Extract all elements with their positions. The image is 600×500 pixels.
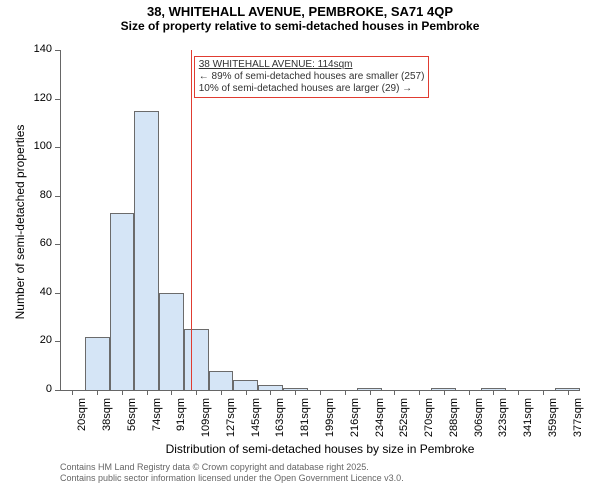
annotation-header: 38 WHITEHALL AVENUE: 114sqm bbox=[199, 59, 425, 71]
title-line-2: Size of property relative to semi-detach… bbox=[0, 19, 600, 33]
x-tick bbox=[345, 390, 346, 395]
y-tick bbox=[55, 293, 60, 294]
x-tick bbox=[147, 390, 148, 395]
x-tick-label: 181sqm bbox=[299, 398, 311, 446]
x-tick-label: 91sqm bbox=[175, 398, 187, 446]
x-tick-label: 234sqm bbox=[374, 398, 386, 446]
x-tick-label: 56sqm bbox=[126, 398, 138, 446]
y-tick-label: 20 bbox=[20, 334, 52, 346]
y-tick-label: 120 bbox=[20, 92, 52, 104]
x-tick bbox=[493, 390, 494, 395]
chart-container: 38, WHITEHALL AVENUE, PEMBROKE, SA71 4QP… bbox=[0, 0, 600, 500]
y-tick bbox=[55, 147, 60, 148]
credit-line-1: Contains HM Land Registry data © Crown c… bbox=[60, 462, 404, 473]
histogram-bar bbox=[184, 329, 209, 390]
x-tick bbox=[444, 390, 445, 395]
x-tick-label: 270sqm bbox=[423, 398, 435, 446]
y-tick bbox=[55, 244, 60, 245]
plot-area: 02040608010012014020sqm38sqm56sqm74sqm91… bbox=[60, 50, 580, 390]
x-tick-label: 74sqm bbox=[151, 398, 163, 446]
title-line-1: 38, WHITEHALL AVENUE, PEMBROKE, SA71 4QP bbox=[0, 0, 600, 19]
x-tick bbox=[394, 390, 395, 395]
y-tick bbox=[55, 196, 60, 197]
y-tick bbox=[55, 390, 60, 391]
histogram-bar bbox=[110, 213, 135, 390]
annotation-box: 38 WHITEHALL AVENUE: 114sqm← 89% of semi… bbox=[194, 56, 430, 98]
x-tick bbox=[543, 390, 544, 395]
x-tick-label: 127sqm bbox=[225, 398, 237, 446]
x-tick-label: 216sqm bbox=[349, 398, 361, 446]
x-tick-label: 38sqm bbox=[101, 398, 113, 446]
x-tick bbox=[568, 390, 569, 395]
x-tick-label: 359sqm bbox=[547, 398, 559, 446]
x-tick-label: 323sqm bbox=[497, 398, 509, 446]
histogram-bar bbox=[159, 293, 184, 390]
x-tick bbox=[196, 390, 197, 395]
x-axis-label: Distribution of semi-detached houses by … bbox=[60, 442, 580, 456]
x-tick-label: 199sqm bbox=[324, 398, 336, 446]
x-tick bbox=[122, 390, 123, 395]
x-tick bbox=[72, 390, 73, 395]
x-tick bbox=[518, 390, 519, 395]
y-tick bbox=[55, 99, 60, 100]
x-tick-label: 145sqm bbox=[250, 398, 262, 446]
x-tick-label: 252sqm bbox=[398, 398, 410, 446]
x-tick-label: 306sqm bbox=[473, 398, 485, 446]
y-tick-label: 140 bbox=[20, 43, 52, 55]
x-tick bbox=[419, 390, 420, 395]
annotation-line: 10% of semi-detached houses are larger (… bbox=[199, 83, 425, 95]
y-axis-label: Number of semi-detached properties bbox=[13, 112, 27, 332]
credits: Contains HM Land Registry data © Crown c… bbox=[60, 462, 404, 484]
histogram-bar bbox=[134, 111, 159, 390]
x-tick bbox=[171, 390, 172, 395]
y-tick bbox=[55, 50, 60, 51]
x-tick-label: 341sqm bbox=[522, 398, 534, 446]
y-axis bbox=[60, 50, 61, 390]
histogram-bar bbox=[85, 337, 110, 390]
y-tick-label: 0 bbox=[20, 383, 52, 395]
x-tick bbox=[370, 390, 371, 395]
x-tick bbox=[469, 390, 470, 395]
x-tick-label: 163sqm bbox=[274, 398, 286, 446]
property-marker-line bbox=[191, 50, 192, 390]
x-tick bbox=[246, 390, 247, 395]
histogram-bar bbox=[233, 380, 258, 390]
x-tick-label: 109sqm bbox=[200, 398, 212, 446]
histogram-bar bbox=[209, 371, 234, 390]
x-tick-label: 377sqm bbox=[572, 398, 584, 446]
annotation-line: ← 89% of semi-detached houses are smalle… bbox=[199, 71, 425, 83]
x-tick-label: 20sqm bbox=[76, 398, 88, 446]
x-tick bbox=[295, 390, 296, 395]
credit-line-2: Contains public sector information licen… bbox=[60, 473, 404, 484]
x-tick bbox=[221, 390, 222, 395]
x-tick bbox=[270, 390, 271, 395]
x-tick bbox=[97, 390, 98, 395]
y-tick bbox=[55, 341, 60, 342]
x-tick-label: 288sqm bbox=[448, 398, 460, 446]
x-tick bbox=[320, 390, 321, 395]
